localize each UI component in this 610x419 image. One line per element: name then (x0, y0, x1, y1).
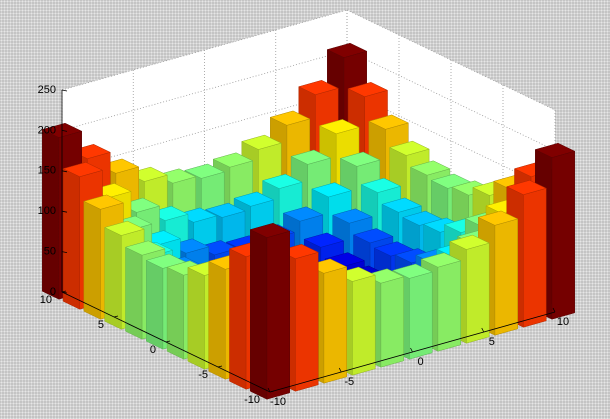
tick-mark (552, 307, 556, 313)
grid-line (346, 9, 556, 111)
bar-top (360, 177, 402, 193)
tick-mark (61, 89, 68, 92)
bar-top (269, 110, 311, 126)
bar-face (437, 260, 461, 352)
x-tick-label: 0 (417, 356, 423, 368)
z-tick-label: 50 (44, 246, 56, 258)
tick-mark (61, 251, 68, 253)
tick-mark (61, 210, 68, 213)
y-tick-label: 0 (150, 344, 156, 356)
grid-line (61, 9, 348, 91)
bar-top (339, 151, 381, 167)
x-tick-label: 10 (557, 316, 569, 328)
bar-face (125, 246, 143, 340)
bar-top (331, 208, 373, 224)
y-tick-label: 10 (40, 294, 52, 306)
bar-top (347, 82, 389, 97)
bar-top (303, 232, 345, 248)
z-tick-label: 150 (38, 165, 56, 177)
bar-top (352, 228, 394, 244)
bar-top (249, 222, 291, 238)
bar-top (124, 240, 166, 256)
tick-mark (61, 130, 68, 132)
bar-top (409, 160, 451, 176)
bar-face (380, 276, 404, 368)
bar-top (381, 197, 423, 213)
bar-top (420, 252, 462, 268)
bar-top (282, 206, 324, 222)
tick-mark (410, 347, 413, 353)
y-tick-label: -5 (198, 369, 208, 381)
y-tick-label: -10 (244, 394, 260, 406)
x-tick-label: -10 (270, 396, 286, 408)
grid-line (61, 50, 348, 131)
z-tick-label: 250 (38, 84, 56, 96)
bar-face (266, 230, 290, 400)
tick-mark (338, 367, 342, 373)
bar-face (352, 274, 376, 376)
bar-face (208, 260, 226, 380)
bar-top (204, 202, 246, 218)
bar-face (409, 271, 433, 360)
bar-face (229, 248, 247, 390)
tick-mark (267, 387, 271, 393)
bar-face (62, 168, 80, 310)
bar-top (311, 182, 353, 198)
bar-top (318, 119, 360, 135)
bar-top (298, 80, 339, 95)
bar-face (166, 266, 184, 360)
bar-top (103, 220, 145, 236)
bar-top (368, 114, 410, 130)
bar-top (241, 134, 282, 150)
bar-top (534, 142, 576, 158)
bar-top (212, 152, 254, 168)
x-tick-label: 5 (489, 336, 495, 348)
bar-top (261, 173, 303, 189)
bar-face (146, 260, 164, 350)
bar-top (62, 162, 104, 177)
y-tick-label: 5 (98, 319, 104, 331)
tick-mark (481, 327, 485, 333)
bar-top (290, 149, 332, 165)
bar-face (323, 266, 347, 384)
bar-face (83, 200, 101, 320)
bar-face (523, 187, 547, 328)
z-tick-label: 200 (38, 124, 56, 136)
tick-mark (217, 365, 223, 368)
bar-top (233, 191, 275, 207)
tick-mark (269, 390, 275, 393)
bar-top (388, 140, 430, 156)
bar-top (449, 234, 490, 250)
bar-top (184, 163, 225, 179)
tick-mark (61, 290, 67, 293)
bar-face (250, 229, 268, 400)
z-tick-label: 0 (50, 286, 56, 298)
bar-face (466, 242, 490, 344)
tick-mark (113, 315, 119, 318)
bar-top (477, 210, 519, 226)
bar-top (326, 42, 368, 58)
z-tick-label: 100 (38, 205, 56, 217)
tick-mark (61, 170, 68, 173)
bar-top (506, 180, 547, 195)
bar-face (494, 218, 518, 336)
bar-top (392, 263, 433, 279)
bar-top (83, 194, 125, 210)
tick-mark (165, 340, 171, 343)
bar-face (295, 251, 319, 392)
x-tick-label: -5 (344, 376, 354, 388)
grid-line (346, 50, 556, 151)
bar (249, 222, 291, 400)
bar-face (551, 150, 575, 320)
